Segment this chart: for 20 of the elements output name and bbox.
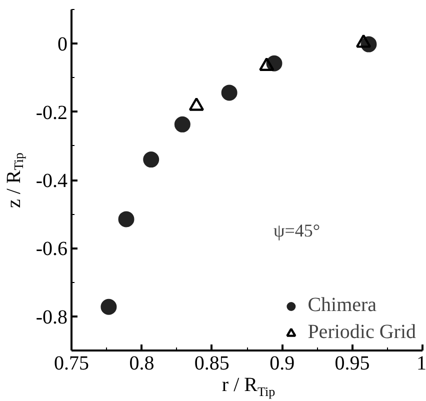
legend-label: Chimera (308, 294, 377, 317)
x-tick-label: 0.75 (54, 352, 89, 374)
point (100, 298, 117, 315)
x-tick-label: 0.9 (270, 352, 295, 374)
x-tick-label: 1 (416, 352, 426, 374)
annotation: ψ=45° (274, 220, 320, 240)
x-tick-label: 0.8 (129, 352, 154, 374)
y-tick-label: -0.8 (36, 306, 68, 328)
y-tick-label: 0 (58, 34, 68, 56)
point (118, 211, 134, 228)
x-axis-title: r / R$_{Tip}$ (222, 374, 276, 401)
point (174, 116, 190, 132)
y-tick-label: -0.2 (36, 102, 68, 124)
y-tick-label: -0.6 (36, 238, 68, 260)
point (221, 84, 238, 101)
legend-label: Periodic Grid (308, 321, 416, 344)
point (143, 152, 160, 168)
y-tick-label: -0.4 (36, 170, 68, 192)
x-tick-label: 0.85 (194, 352, 230, 374)
x-tick-label: 0.95 (334, 352, 370, 374)
